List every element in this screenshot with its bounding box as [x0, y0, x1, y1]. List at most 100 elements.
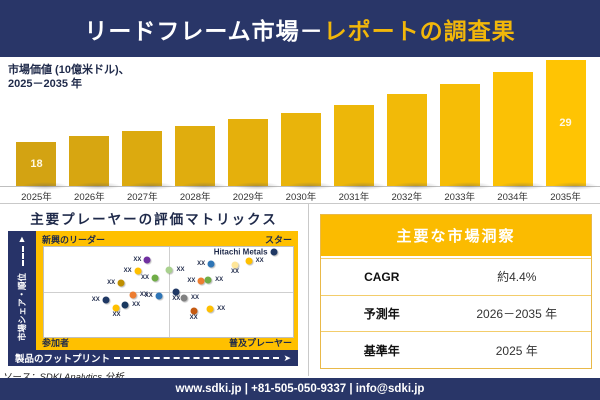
scatter-point [172, 288, 180, 296]
bar-column [116, 60, 175, 190]
y-axis-dashed-line [22, 246, 24, 266]
bar-column [275, 60, 333, 190]
bar-2028年 [175, 126, 228, 190]
x-axis-tick-label: 2027年 [126, 192, 158, 203]
chart-subtitle-line2: 2025－2035 年 [8, 78, 82, 90]
bar-2031年 [333, 105, 386, 190]
bar-2030年 [280, 113, 333, 190]
point-label: XX [123, 268, 132, 275]
point-label: XX [133, 256, 142, 263]
point-label: XX [139, 291, 148, 298]
scatter-point [134, 267, 142, 275]
bar-column [486, 60, 545, 190]
row-label-base-year: 基準年 [363, 343, 400, 358]
bar-2025年: 18 [16, 142, 69, 190]
bar-2026年 [69, 136, 122, 190]
scatter-point [270, 248, 278, 256]
scatter-point [197, 277, 205, 285]
x-axis-tick-label: 2029年 [232, 192, 264, 203]
row-value-base-year: 2025 年 [495, 343, 538, 358]
table-row: 予測年 2026－2035 年 [321, 294, 591, 332]
evaluation-matrix: ▲ 市場シェア・順位 新興のリーダー スター 参加者 普及プレーヤー XX XX X… [8, 231, 298, 366]
source-note: ソース：SDKI Analytics 分析 [2, 369, 124, 383]
bar-column [327, 60, 386, 190]
x-axis-tick-label: 2026年 [74, 192, 105, 203]
title-bar: リードフレーム市場－ レポートの調査果 [0, 0, 600, 57]
scatter-point [231, 261, 239, 269]
matrix-frame: 新興のリーダー スター 参加者 普及プレーヤー XX XX XX XX XX XX XX XX… [36, 231, 298, 350]
bar-column [433, 60, 492, 190]
vertical-divider [308, 203, 309, 376]
point-label: XX [176, 267, 185, 274]
scatter-point [245, 257, 253, 265]
scatter-point [102, 296, 110, 304]
matrix-title: 主要プレーヤーの評価マトリックス [30, 212, 278, 227]
x-axis-labels: 2025年 2026年 2027年 2028年 2029年 2030年 2031年 2032年… [10, 189, 592, 203]
matrix-plot-area: XX XX XX XX XX XX XX XX XX XX Hitachi Metals XX XX XX… [43, 246, 294, 338]
point-label: XX [189, 314, 198, 321]
row-label-cagr: CAGR [364, 269, 400, 284]
scatter-point [155, 292, 163, 300]
matrix-x-axis-bar: 製品のフットプリント ➤ [8, 350, 298, 366]
scatter-point [112, 304, 120, 312]
point-label: XX [144, 292, 153, 299]
up-arrow-icon: ▲ [17, 234, 27, 244]
page-title-main: リードフレーム市場－ [84, 17, 324, 44]
point-label: XX [112, 312, 121, 319]
company-label: Hitachi Metals [213, 247, 268, 257]
scatter-point [207, 260, 215, 268]
scatter-point [151, 274, 159, 282]
point-label: XX [190, 295, 199, 302]
point-label: XX [255, 258, 264, 265]
point-label: XX [230, 269, 239, 275]
insights-title: 主要な市場洞察 [321, 215, 591, 258]
x-axis-tick-label: 2034年 [497, 192, 528, 203]
bar-2034年 [492, 72, 545, 190]
point-label: XX [217, 306, 226, 312]
point-label: XX [172, 296, 181, 302]
bar-2032年 [386, 94, 439, 190]
insights-table: 主要な市場洞察 CAGR 約4.4% 予測年 2026－2035 年 基準年 2… [320, 214, 592, 369]
bar-2029年 [228, 119, 281, 190]
point-label: XX [197, 261, 206, 267]
x-axis-tick-label: 2025年 [21, 192, 52, 203]
scatter-point [180, 294, 188, 302]
x-axis-line [0, 186, 600, 187]
point-label: XX [107, 280, 116, 286]
table-row: 基準年 2025 年 [321, 331, 591, 368]
contact-footer: www.sdki.jp | +81-505-050-9337 | info@sd… [0, 378, 600, 400]
table-row: CAGR 約4.4% [321, 258, 591, 295]
horizontal-divider [0, 203, 600, 204]
bar-column [169, 60, 228, 190]
matrix-y-axis-bar: ▲ 市場シェア・順位 [8, 231, 36, 350]
bar-chart: 18 29 [10, 60, 598, 190]
right-arrow-icon: ➤ [283, 352, 291, 363]
bar-2033年 [439, 84, 492, 190]
bar-2027年 [122, 131, 175, 190]
point-label: XX [215, 277, 224, 284]
point-label: XX [132, 301, 141, 308]
quadrant-label-bottom-right: 普及プレーヤー [228, 338, 292, 348]
scatter-point [121, 301, 129, 309]
x-axis-tick-label: 2028年 [179, 192, 211, 203]
scatter-point [165, 266, 173, 274]
x-axis-tick-label: 2035年 [550, 192, 581, 203]
bar-value-label: 29 [559, 117, 572, 129]
scatter-point [129, 291, 137, 299]
bar-2035年: 29 [545, 60, 598, 190]
scatter-point [206, 305, 214, 313]
quadrant-label-top-right: スター [264, 235, 292, 245]
chart-subtitle-line1: 市場価値 (10億米ドル)、 [8, 64, 130, 76]
scatter-point [190, 307, 198, 315]
x-axis-tick-label: 2030年 [285, 192, 317, 203]
row-value-cagr: 約4.4% [497, 270, 537, 285]
page-title-accent: レポートの調査果 [323, 17, 516, 44]
x-axis-dashed-line [114, 357, 280, 359]
bar-column [380, 60, 439, 190]
chart-subtitle: 市場価値 (10億米ドル)、 2025－2035 年 [8, 63, 130, 91]
scatter-point [117, 279, 125, 287]
point-label: XX [141, 274, 150, 281]
row-value-forecast: 2026－2035 年 [476, 307, 558, 321]
y-axis-label: 市場シェア・順位 [17, 272, 27, 342]
bar-column [222, 60, 281, 190]
